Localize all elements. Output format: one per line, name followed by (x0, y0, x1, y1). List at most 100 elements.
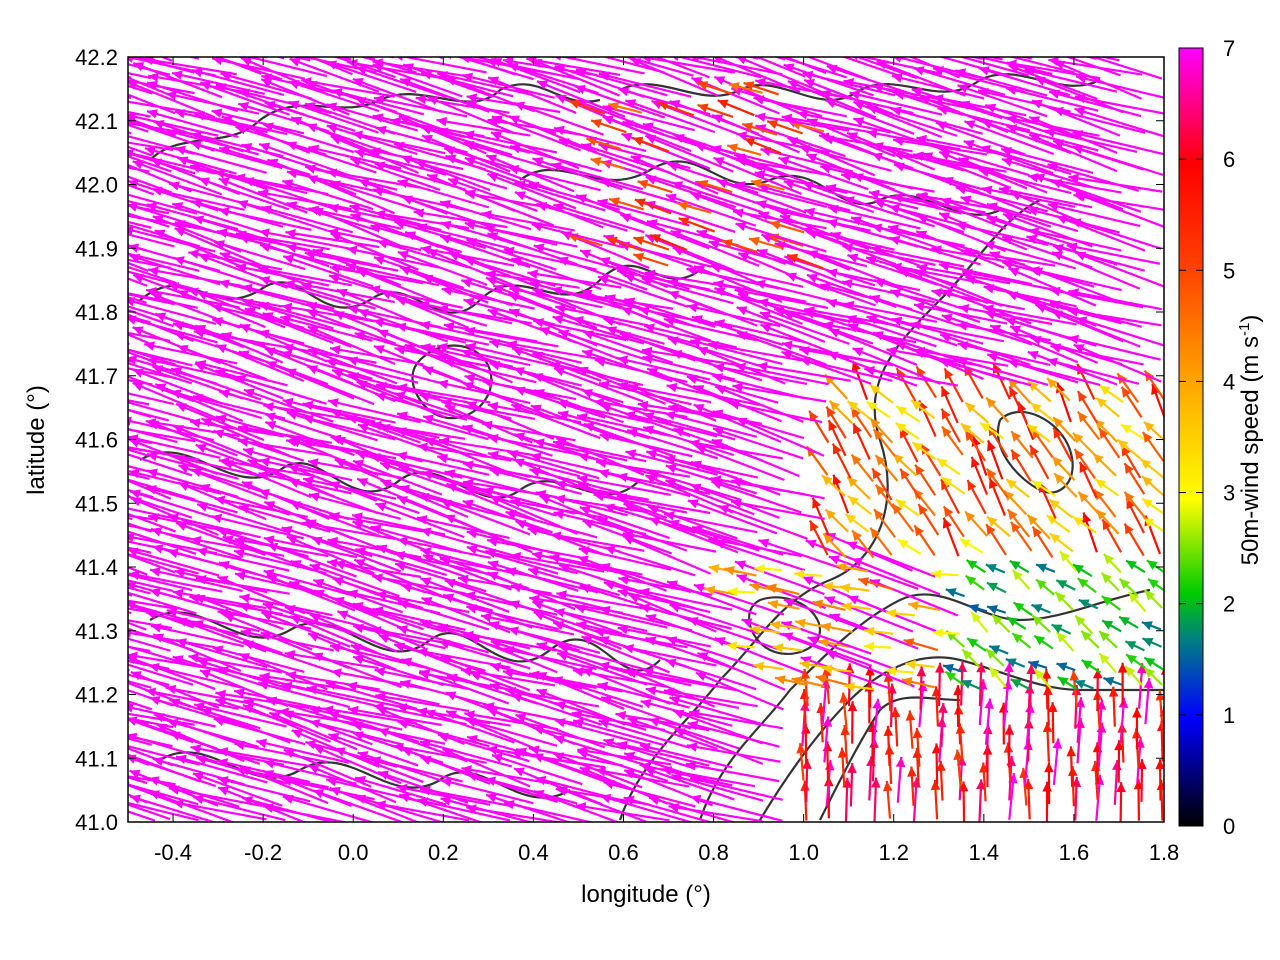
wind-arrow (960, 422, 985, 444)
x-axis-title: longitude (°) (581, 881, 711, 908)
wind-arrow (128, 552, 199, 575)
wind-arrow (214, 495, 308, 518)
wind-arrow (912, 727, 923, 767)
wind-arrow (128, 783, 199, 806)
wind-arrow (818, 132, 913, 153)
wind-arrow (463, 297, 556, 326)
wind-arrow (1005, 658, 1026, 668)
wind-arrow (1073, 448, 1096, 480)
wind-arrow (217, 758, 311, 784)
wind-arrow (688, 708, 783, 730)
wind-arrow (598, 380, 692, 406)
wind-arrow (963, 139, 1054, 175)
wind-vectors (35, 18, 1164, 822)
wind-arrow (347, 589, 441, 615)
wind-arrow (128, 514, 154, 521)
wind-arrow (247, 458, 336, 498)
wind-arrow (715, 18, 803, 54)
wind-arrow (394, 345, 489, 368)
wind-arrow (199, 669, 289, 708)
wind-arrow (842, 33, 935, 54)
wind-arrow (466, 545, 559, 575)
wind-arrow (1076, 390, 1099, 424)
wind-arrow (1010, 430, 1034, 459)
wind-arrow (35, 780, 127, 805)
wind-arrow (690, 338, 783, 366)
contour-line (698, 588, 1151, 821)
y-tick-label: 41.4 (75, 555, 118, 580)
wind-arrow (128, 680, 152, 689)
colorbar-title-main: 50m-wind speed (m s (1237, 336, 1264, 565)
wind-arrow (1142, 516, 1164, 533)
wind-arrow (1081, 659, 1102, 674)
x-tick-label: -0.4 (154, 840, 192, 865)
wind-arrow (464, 710, 559, 731)
wind-arrow (128, 200, 153, 209)
wind-arrow (1026, 664, 1036, 708)
wind-arrow (678, 217, 716, 233)
wind-arrow (907, 766, 917, 806)
wind-arrow (515, 713, 606, 749)
wind-arrow (190, 536, 285, 557)
wind-arrow (1124, 665, 1143, 686)
wind-arrow (1143, 656, 1164, 671)
wind-arrow (608, 101, 643, 114)
wind-arrow (966, 479, 987, 515)
wind-arrow (550, 531, 645, 552)
wind-arrow (916, 666, 927, 710)
wind-arrow (1072, 515, 1097, 534)
wind-arrow (1092, 452, 1117, 477)
wind-arrow (638, 57, 647, 60)
wind-arrow (326, 558, 422, 578)
wind-arrow (639, 742, 733, 769)
wind-arrow (799, 346, 894, 367)
wind-arrow (490, 131, 580, 170)
wind-arrow (1052, 416, 1077, 442)
contour-line (819, 696, 961, 821)
wind-arrow (645, 686, 740, 710)
y-tick-label: 41.7 (75, 364, 118, 389)
wind-arrow (783, 598, 874, 634)
wind-arrow (734, 287, 829, 309)
wind-arrow (188, 653, 283, 674)
wind-arrow (168, 785, 263, 808)
wind-arrow (888, 57, 892, 59)
wind-arrow (347, 304, 441, 329)
wind-arrow (1042, 722, 1053, 762)
wind-arrow (128, 123, 149, 133)
y-tick-label: 41.5 (75, 491, 118, 516)
wind-arrow (617, 381, 712, 404)
wind-arrow (825, 406, 847, 439)
wind-arrow (942, 663, 963, 674)
y-tick-label: 42.0 (75, 173, 118, 198)
wind-arrow (514, 25, 605, 55)
wind-arrow (903, 638, 939, 652)
wind-arrow (891, 193, 986, 214)
wind-arrow (1028, 133, 1118, 173)
wind-arrow (753, 661, 784, 672)
wind-arrow (1006, 508, 1030, 538)
wind-arrow (568, 99, 606, 115)
wind-arrow (1099, 384, 1124, 403)
wind-arrow (258, 142, 350, 177)
wind-arrow (128, 488, 154, 499)
wind-arrow (864, 365, 958, 387)
wind-arrow (531, 551, 626, 575)
wind-arrow (847, 253, 939, 286)
wind-arrow (436, 57, 444, 60)
wind-arrow (822, 716, 833, 763)
wind-arrow (916, 134, 1010, 157)
wind-arrow (803, 78, 894, 116)
wind-arrow (846, 131, 936, 171)
wind-arrow (375, 692, 470, 713)
wind-arrow (913, 524, 936, 556)
wind-arrow (1006, 616, 1027, 630)
wind-arrow (330, 668, 425, 690)
wind-arrow (145, 287, 240, 309)
wind-arrow (460, 57, 462, 58)
wind-arrow (485, 548, 578, 575)
wind-arrow (758, 538, 849, 572)
wind-arrow (128, 408, 169, 422)
wind-arrow (465, 804, 561, 822)
wind-arrow (987, 440, 1004, 480)
